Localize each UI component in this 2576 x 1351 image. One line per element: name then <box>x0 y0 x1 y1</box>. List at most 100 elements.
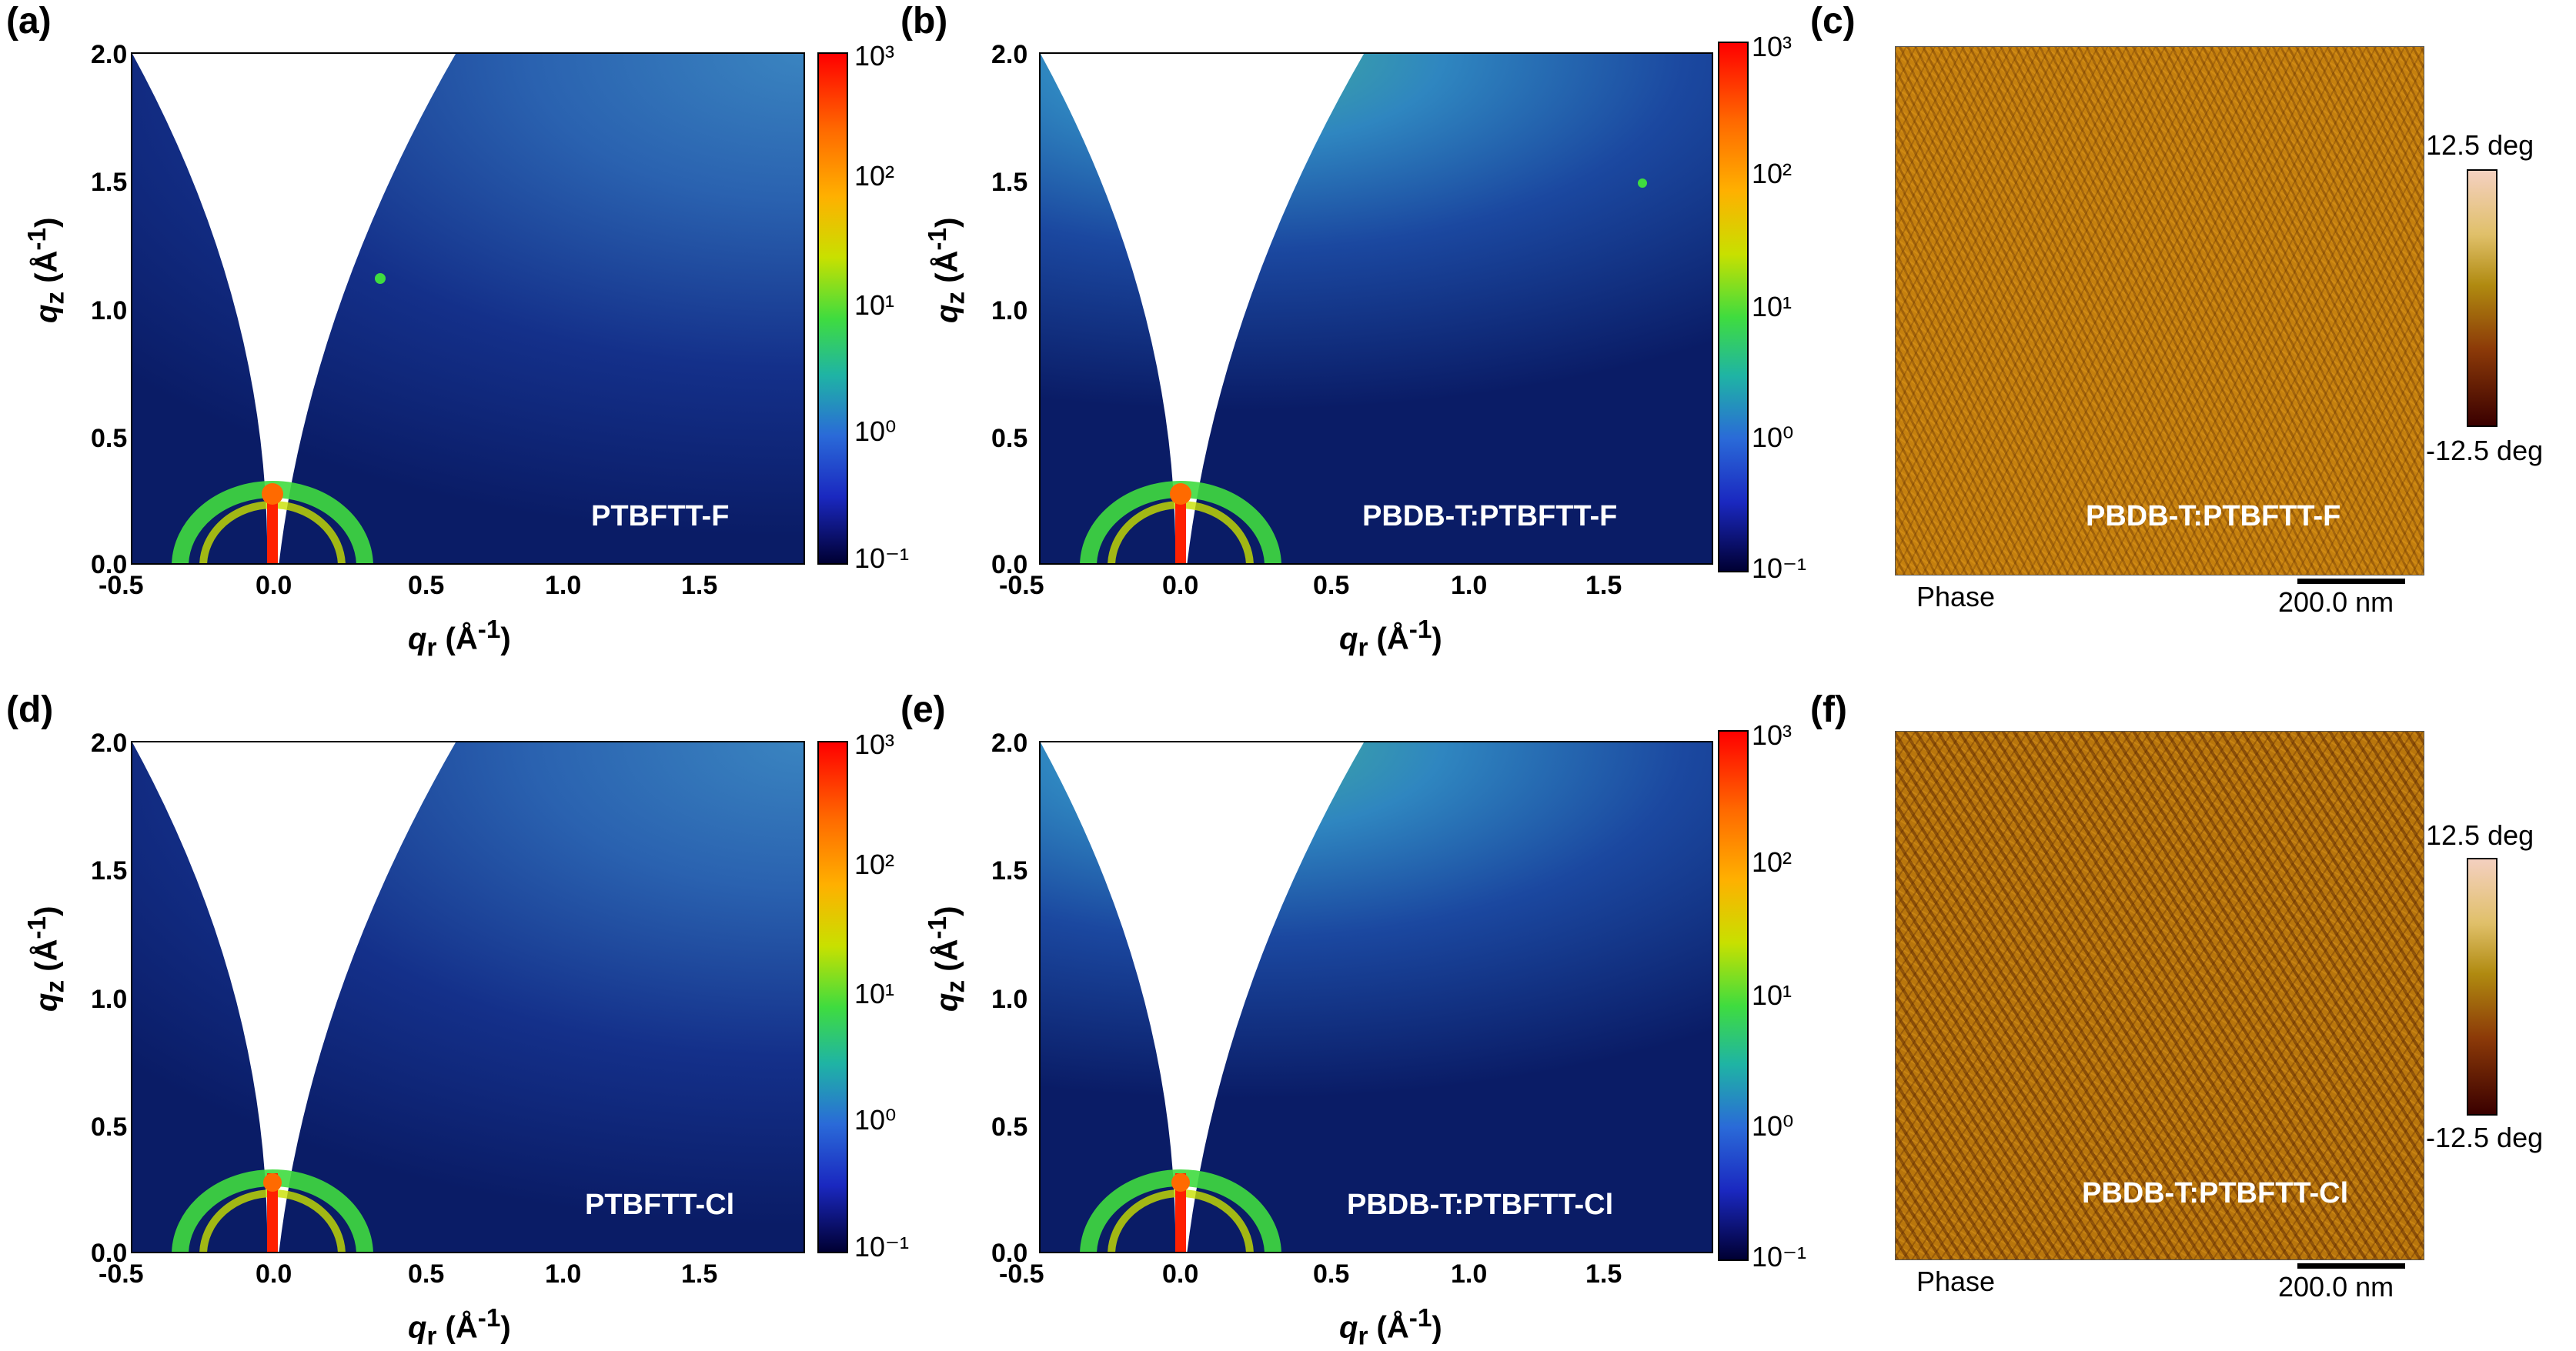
x-tick: 0.0 <box>1162 1259 1199 1289</box>
y-tick: 1.5 <box>91 168 128 197</box>
sample-label: PBDB-T:PTBFTT-F <box>2086 500 2341 532</box>
x-tick: 0.0 <box>1162 571 1199 600</box>
colorbar <box>1718 42 1749 572</box>
y-tick: 0.5 <box>91 424 128 453</box>
y-tick: 2.0 <box>91 40 128 69</box>
giwaxs-pattern <box>1039 52 1713 565</box>
colorbar-tick: 10³ <box>1752 719 1793 751</box>
x-tick: 0.5 <box>1313 571 1350 600</box>
afm-channel-label: Phase <box>1916 1266 1996 1297</box>
x-tick: 1.5 <box>681 571 718 600</box>
y-axis-label: qz (Å-1) <box>23 906 70 1012</box>
scale-bar <box>2297 579 2405 584</box>
colorbar-tick: 10³ <box>854 40 895 72</box>
detector-gap-mask <box>132 54 456 563</box>
panel-label: (f) <box>1810 689 1847 730</box>
panel-a: (a) qz (Å-1) 2.0 1.5 1.0 0.5 0.0 PTBFTT-… <box>0 0 848 669</box>
giwaxs-pattern <box>1039 741 1713 1253</box>
sample-label: PTBFTT-Cl <box>585 1189 735 1221</box>
y-tick: 0.0 <box>991 1239 1028 1268</box>
detector-gap-mask <box>1041 54 1647 563</box>
x-tick: 0.5 <box>408 571 445 600</box>
sample-label: PBDB-T:PTBFTT-Cl <box>2082 1177 2349 1209</box>
afm-cbar-min: -12.5 deg <box>2426 435 2544 466</box>
colorbar-tick: 10⁻¹ <box>854 1231 910 1263</box>
x-tick: 1.0 <box>545 1259 582 1289</box>
colorbar-tick: 10¹ <box>1752 291 1793 322</box>
colorbar-tick: 10⁻¹ <box>1752 552 1807 584</box>
x-tick: 1.5 <box>1585 571 1622 600</box>
x-tick: 0.5 <box>1313 1259 1350 1289</box>
detector-gap-mask <box>1041 742 1364 1252</box>
x-axis-label: qr (Å-1) <box>408 1304 511 1351</box>
y-tick: 1.5 <box>91 856 128 886</box>
scale-bar-label: 200.0 nm <box>2278 1271 2394 1303</box>
y-tick: 0.5 <box>991 424 1028 453</box>
x-tick: 1.0 <box>1451 1259 1488 1289</box>
y-tick: 2.0 <box>991 729 1028 758</box>
y-tick: 0.0 <box>991 550 1028 579</box>
colorbar-tick: 10⁰ <box>1752 422 1794 453</box>
x-axis-label: qr (Å-1) <box>408 615 511 662</box>
afm-colorbar <box>2467 169 2497 427</box>
x-tick: 1.0 <box>545 571 582 600</box>
panel-d: (d) qz (Å-1) 2.0 1.5 1.0 0.5 0.0 PTBFTT-… <box>0 689 848 1350</box>
panel-label: (a) <box>6 1 52 42</box>
y-tick: 0.0 <box>91 550 128 579</box>
colorbar-tick: 10⁰ <box>854 1104 897 1136</box>
panel-label: (d) <box>6 689 54 730</box>
panel-label: (b) <box>900 1 948 42</box>
y-tick: 1.5 <box>991 856 1028 886</box>
y-axis-label: qz (Å-1) <box>23 217 70 323</box>
y-tick: 1.0 <box>991 985 1028 1014</box>
y-tick: 2.0 <box>91 729 128 758</box>
scale-bar-label: 200.0 nm <box>2278 586 2394 618</box>
x-axis-label: qr (Å-1) <box>1339 615 1442 662</box>
colorbar <box>817 52 848 565</box>
y-tick: 2.0 <box>991 40 1028 69</box>
colorbar <box>1718 730 1749 1261</box>
y-tick: 0.0 <box>91 1239 128 1268</box>
detector-gap-mask <box>132 742 456 1252</box>
colorbar-tick: 10⁰ <box>854 415 897 447</box>
y-tick: 1.0 <box>91 985 128 1014</box>
y-tick: 0.5 <box>91 1112 128 1142</box>
scale-bar <box>2297 1263 2405 1269</box>
panel-label: (c) <box>1810 1 1856 42</box>
afm-channel-label: Phase <box>1916 581 1996 612</box>
x-tick: 1.5 <box>681 1259 718 1289</box>
x-tick: 0.0 <box>256 1259 292 1289</box>
colorbar-tick: 10¹ <box>1752 979 1793 1011</box>
x-tick: 0.0 <box>256 571 292 600</box>
colorbar <box>817 741 848 1253</box>
x-tick: -0.5 <box>99 571 144 600</box>
giwaxs-pattern <box>131 741 805 1253</box>
colorbar-tick: 10² <box>1752 846 1793 878</box>
y-tick: 1.0 <box>991 296 1028 325</box>
x-tick: -0.5 <box>999 571 1044 600</box>
giwaxs-pattern <box>131 52 805 565</box>
x-tick: -0.5 <box>99 1259 144 1289</box>
colorbar-tick: 10¹ <box>854 289 895 321</box>
panel-e: (e) qz (Å-1) 2.0 1.5 1.0 0.5 0.0 PBDB-T:… <box>900 689 1749 1350</box>
panel-label: (e) <box>900 689 946 730</box>
panel-b: (b) qz (Å-1) 2.0 1.5 1.0 0.5 0.0 PBDB-T:… <box>900 0 1749 669</box>
afm-cbar-max: 12.5 deg <box>2426 129 2534 161</box>
colorbar-tick: 10⁻¹ <box>854 542 910 574</box>
y-tick: 1.5 <box>991 168 1028 197</box>
afm-cbar-max: 12.5 deg <box>2426 819 2534 851</box>
colorbar-tick: 10⁻¹ <box>1752 1241 1807 1273</box>
y-tick: 0.5 <box>991 1112 1028 1142</box>
x-tick: 1.5 <box>1585 1259 1622 1289</box>
colorbar-tick: 10¹ <box>854 978 895 1009</box>
afm-phase-image <box>1895 731 2424 1260</box>
y-tick: 1.0 <box>91 296 128 325</box>
colorbar-tick: 10² <box>854 849 895 880</box>
x-tick: 0.5 <box>408 1259 445 1289</box>
y-axis-label: qz (Å-1) <box>924 217 971 323</box>
sample-label: PTBFTT-F <box>591 500 730 532</box>
colorbar-tick: 10³ <box>854 729 895 760</box>
afm-colorbar <box>2467 858 2497 1116</box>
sample-label: PBDB-T:PTBFTT-Cl <box>1347 1189 1614 1221</box>
afm-cbar-min: -12.5 deg <box>2426 1122 2544 1153</box>
